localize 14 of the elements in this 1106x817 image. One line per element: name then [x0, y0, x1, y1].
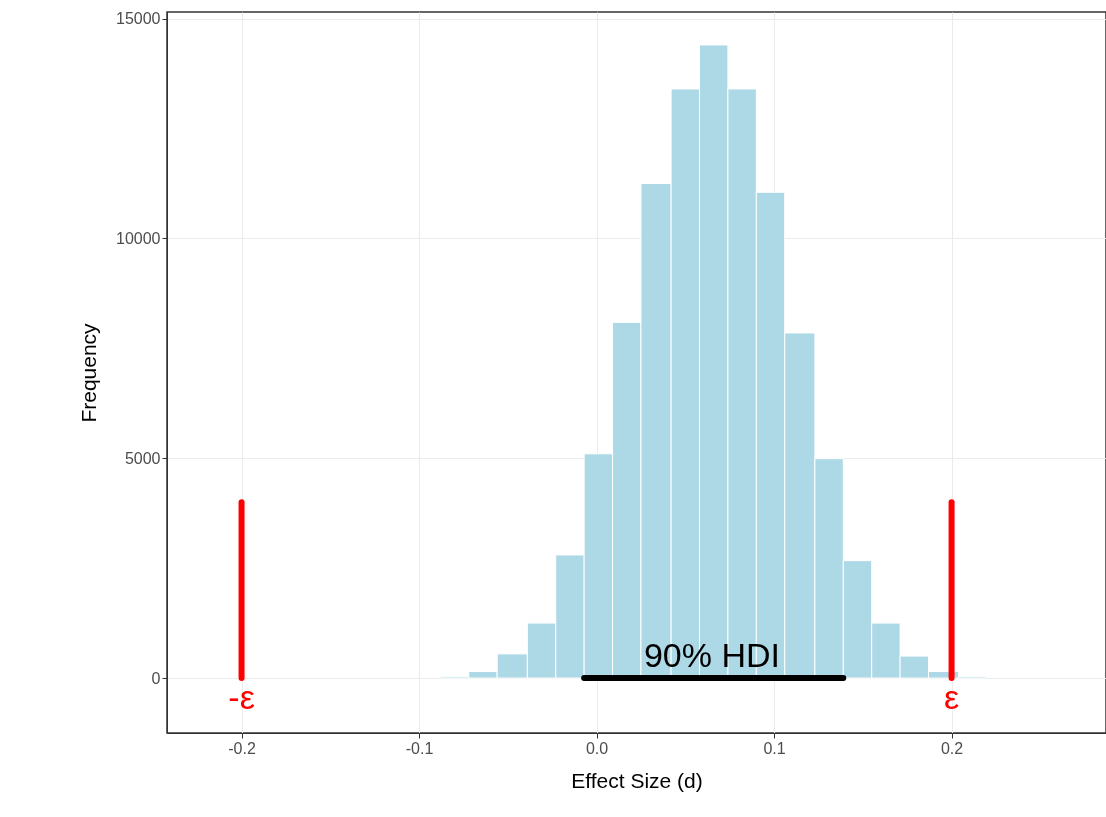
x-tick-label: 0.1: [763, 739, 786, 757]
annotation: 90% HDI: [643, 636, 780, 675]
annotation: -ε: [228, 678, 255, 717]
x-axis-title: Effect Size (d): [571, 768, 703, 792]
x-tick-label: -0.1: [405, 739, 434, 757]
y-tick-label: 15000: [116, 10, 161, 28]
y-tick-label: 0: [151, 669, 161, 687]
y-axis-title: Frequency: [77, 322, 101, 423]
x-tick-label: 0.0: [585, 739, 609, 757]
x-tick-label: 0.2: [940, 739, 964, 757]
x-tick-label: -0.2: [228, 739, 256, 757]
annotation: ε: [943, 678, 960, 717]
y-tick-label: 5000: [124, 449, 161, 467]
y-tick-label: 10000: [116, 229, 161, 247]
